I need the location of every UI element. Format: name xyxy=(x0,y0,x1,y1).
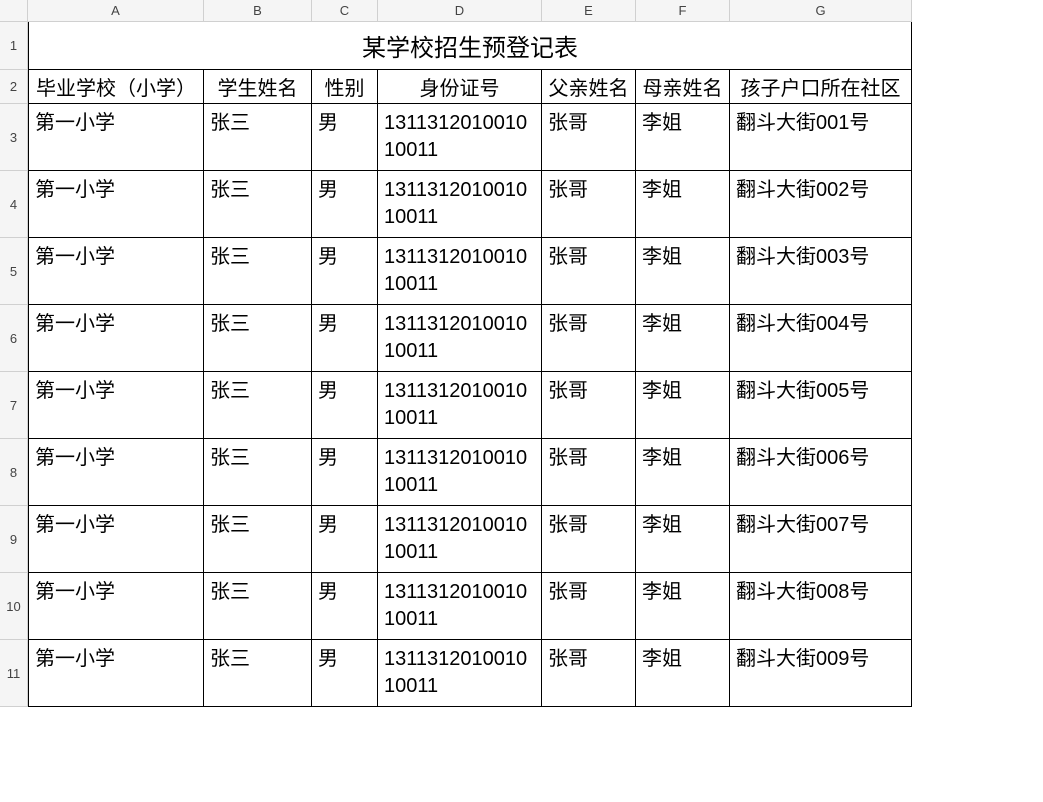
row-header-3[interactable]: 3 xyxy=(0,104,28,171)
cell-gender[interactable]: 男 xyxy=(312,573,378,640)
cell-id[interactable]: 131131201001010011 xyxy=(378,372,542,439)
cell-mother[interactable]: 李姐 xyxy=(636,171,730,238)
cell-mother[interactable]: 李姐 xyxy=(636,439,730,506)
cell-id[interactable]: 131131201001010011 xyxy=(378,238,542,305)
cell-school[interactable]: 第一小学 xyxy=(28,104,204,171)
row-header-10[interactable]: 10 xyxy=(0,573,28,640)
th-mother[interactable]: 母亲姓名 xyxy=(636,70,730,104)
th-community[interactable]: 孩子户口所在社区 xyxy=(730,70,912,104)
spreadsheet-grid[interactable]: A B C D E F G 1 某学校招生预登记表 2 毕业学校（小学） 学生姓… xyxy=(0,0,1043,707)
row-header-9[interactable]: 9 xyxy=(0,506,28,573)
cell-mother[interactable]: 李姐 xyxy=(636,506,730,573)
row-header-5[interactable]: 5 xyxy=(0,238,28,305)
cell-name[interactable]: 张三 xyxy=(204,372,312,439)
col-header-f[interactable]: F xyxy=(636,0,730,22)
cell-gender[interactable]: 男 xyxy=(312,305,378,372)
cell-father[interactable]: 张哥 xyxy=(542,238,636,305)
col-header-g[interactable]: G xyxy=(730,0,912,22)
cell-id[interactable]: 131131201001010011 xyxy=(378,506,542,573)
cell-mother[interactable]: 李姐 xyxy=(636,640,730,707)
cell-id[interactable]: 131131201001010011 xyxy=(378,573,542,640)
cell-name[interactable]: 张三 xyxy=(204,573,312,640)
cell-father[interactable]: 张哥 xyxy=(542,573,636,640)
cell-mother[interactable]: 李姐 xyxy=(636,305,730,372)
cell-school[interactable]: 第一小学 xyxy=(28,506,204,573)
cell-father[interactable]: 张哥 xyxy=(542,104,636,171)
cell-school[interactable]: 第一小学 xyxy=(28,372,204,439)
col-header-d[interactable]: D xyxy=(378,0,542,22)
cell-father[interactable]: 张哥 xyxy=(542,640,636,707)
cell-id[interactable]: 131131201001010011 xyxy=(378,171,542,238)
cell-gender[interactable]: 男 xyxy=(312,104,378,171)
cell-name[interactable]: 张三 xyxy=(204,104,312,171)
cell-mother[interactable]: 李姐 xyxy=(636,372,730,439)
col-header-a[interactable]: A xyxy=(28,0,204,22)
cell-school[interactable]: 第一小学 xyxy=(28,640,204,707)
cell-school[interactable]: 第一小学 xyxy=(28,238,204,305)
cell-name[interactable]: 张三 xyxy=(204,171,312,238)
row-header-11[interactable]: 11 xyxy=(0,640,28,707)
cell-mother[interactable]: 李姐 xyxy=(636,238,730,305)
cell-community[interactable]: 翻斗大街008号 xyxy=(730,573,912,640)
cell-id[interactable]: 131131201001010011 xyxy=(378,640,542,707)
cell-name[interactable]: 张三 xyxy=(204,640,312,707)
cell-gender[interactable]: 男 xyxy=(312,171,378,238)
cell-father[interactable]: 张哥 xyxy=(542,506,636,573)
cell-name[interactable]: 张三 xyxy=(204,238,312,305)
th-id[interactable]: 身份证号 xyxy=(378,70,542,104)
table-title[interactable]: 某学校招生预登记表 xyxy=(28,22,912,70)
cell-community[interactable]: 翻斗大街004号 xyxy=(730,305,912,372)
row-header-4[interactable]: 4 xyxy=(0,171,28,238)
cell-community[interactable]: 翻斗大街009号 xyxy=(730,640,912,707)
col-header-b[interactable]: B xyxy=(204,0,312,22)
cell-id[interactable]: 131131201001010011 xyxy=(378,305,542,372)
cell-community[interactable]: 翻斗大街006号 xyxy=(730,439,912,506)
cell-name[interactable]: 张三 xyxy=(204,506,312,573)
cell-school[interactable]: 第一小学 xyxy=(28,171,204,238)
cell-father[interactable]: 张哥 xyxy=(542,439,636,506)
cell-school[interactable]: 第一小学 xyxy=(28,305,204,372)
cell-gender[interactable]: 男 xyxy=(312,640,378,707)
cell-community[interactable]: 翻斗大街002号 xyxy=(730,171,912,238)
row-header-7[interactable]: 7 xyxy=(0,372,28,439)
cell-father[interactable]: 张哥 xyxy=(542,305,636,372)
th-name[interactable]: 学生姓名 xyxy=(204,70,312,104)
th-father[interactable]: 父亲姓名 xyxy=(542,70,636,104)
cell-name[interactable]: 张三 xyxy=(204,305,312,372)
cell-name[interactable]: 张三 xyxy=(204,439,312,506)
cell-id[interactable]: 131131201001010011 xyxy=(378,439,542,506)
cell-gender[interactable]: 男 xyxy=(312,506,378,573)
cell-gender[interactable]: 男 xyxy=(312,238,378,305)
th-school[interactable]: 毕业学校（小学） xyxy=(28,70,204,104)
row-header-1[interactable]: 1 xyxy=(0,22,28,70)
cell-gender[interactable]: 男 xyxy=(312,372,378,439)
row-header-6[interactable]: 6 xyxy=(0,305,28,372)
row-header-2[interactable]: 2 xyxy=(0,70,28,104)
cell-mother[interactable]: 李姐 xyxy=(636,573,730,640)
cell-school[interactable]: 第一小学 xyxy=(28,573,204,640)
cell-id[interactable]: 131131201001010011 xyxy=(378,104,542,171)
cell-gender[interactable]: 男 xyxy=(312,439,378,506)
cell-community[interactable]: 翻斗大街003号 xyxy=(730,238,912,305)
cell-father[interactable]: 张哥 xyxy=(542,171,636,238)
select-all-corner[interactable] xyxy=(0,0,28,22)
cell-community[interactable]: 翻斗大街005号 xyxy=(730,372,912,439)
col-header-e[interactable]: E xyxy=(542,0,636,22)
cell-father[interactable]: 张哥 xyxy=(542,372,636,439)
cell-community[interactable]: 翻斗大街001号 xyxy=(730,104,912,171)
cell-school[interactable]: 第一小学 xyxy=(28,439,204,506)
col-header-c[interactable]: C xyxy=(312,0,378,22)
th-gender[interactable]: 性别 xyxy=(312,70,378,104)
row-header-8[interactable]: 8 xyxy=(0,439,28,506)
cell-mother[interactable]: 李姐 xyxy=(636,104,730,171)
cell-community[interactable]: 翻斗大街007号 xyxy=(730,506,912,573)
